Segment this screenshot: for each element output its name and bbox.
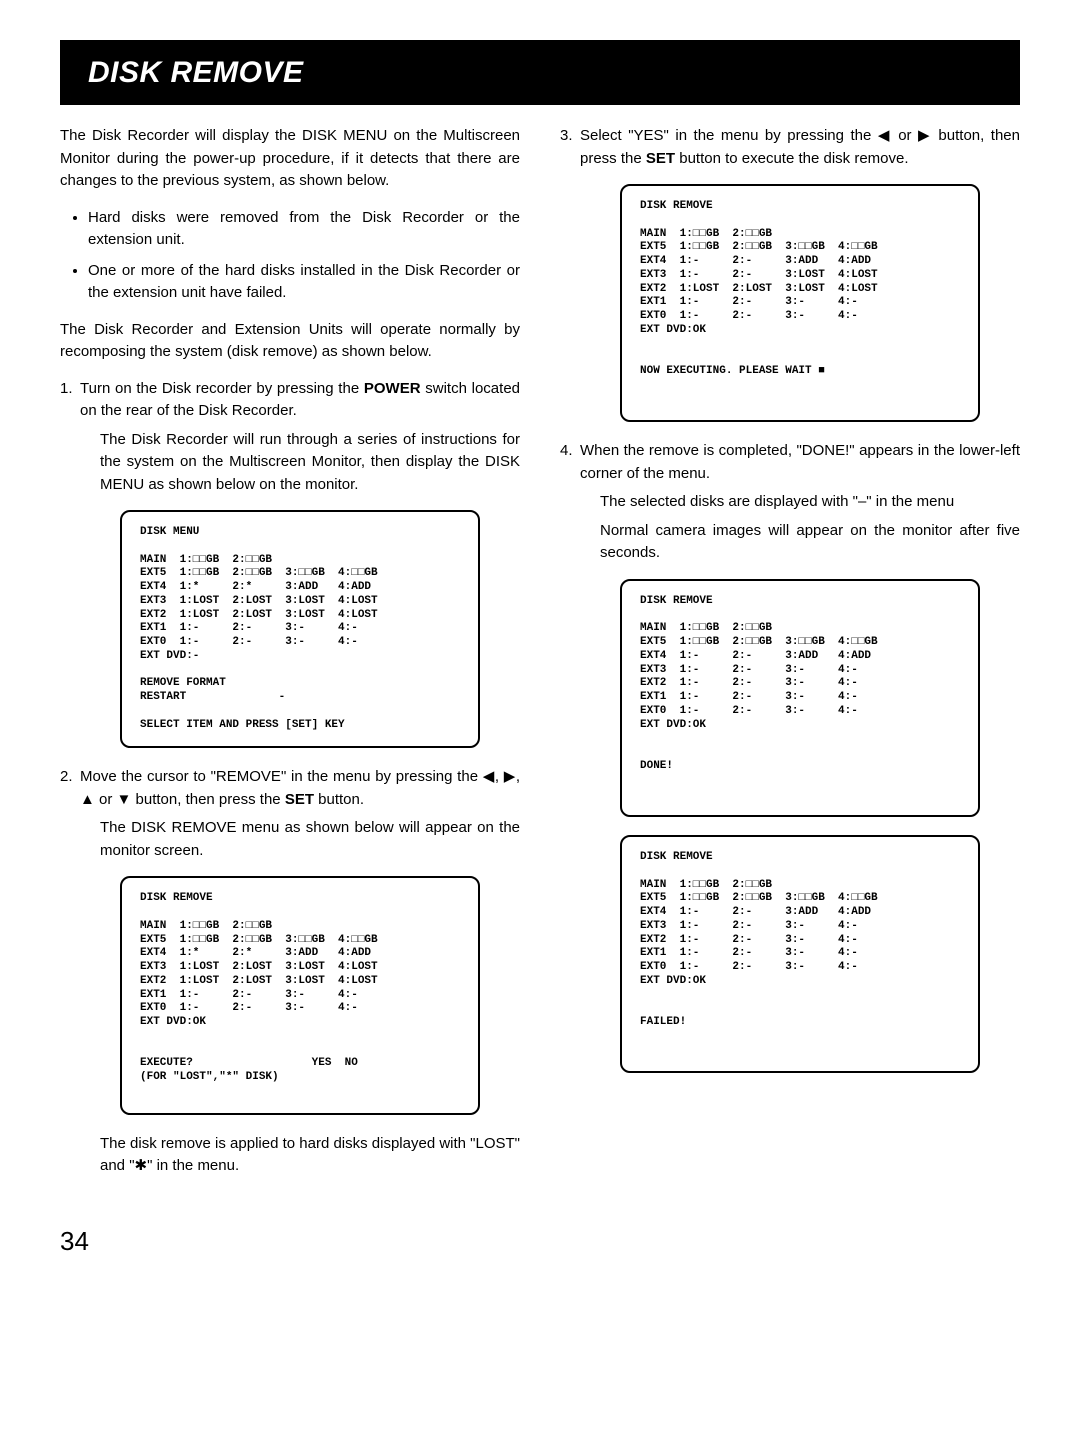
section-banner: DISK REMOVE — [60, 40, 1020, 105]
step-4: 4. When the remove is completed, "DONE!"… — [560, 440, 1020, 1073]
left-column: The Disk Recorder will display the DISK … — [60, 125, 520, 1192]
screen-failed: DISK REMOVE MAIN 1:□□GB 2:□□GB EXT5 1:□□… — [620, 835, 980, 1073]
bullet-item: Hard disks were removed from the Disk Re… — [88, 207, 520, 252]
step-subtext: The Disk Recorder will run through a ser… — [80, 429, 520, 497]
paragraph: The Disk Recorder and Extension Units wi… — [60, 319, 520, 364]
page-number: 34 — [60, 1222, 1020, 1261]
screen-now-executing: DISK REMOVE MAIN 1:□□GB 2:□□GB EXT5 1:□□… — [620, 184, 980, 422]
two-column-layout: The Disk Recorder will display the DISK … — [60, 125, 1020, 1192]
step-number: 1. — [60, 378, 73, 401]
step-text: button. — [314, 791, 364, 808]
step-number: 3. — [560, 125, 573, 148]
set-label: SET — [646, 150, 675, 167]
step-subtext: The DISK REMOVE menu as shown below will… — [80, 817, 520, 862]
steps-list: 3. Select "YES" in the menu by pressing … — [560, 125, 1020, 1073]
step-3: 3. Select "YES" in the menu by pressing … — [560, 125, 1020, 422]
banner-title: DISK REMOVE — [74, 44, 318, 101]
set-label: SET — [285, 791, 314, 808]
right-column: 3. Select "YES" in the menu by pressing … — [560, 125, 1020, 1192]
screen-disk-menu: DISK MENU MAIN 1:□□GB 2:□□GB EXT5 1:□□GB… — [120, 510, 480, 748]
step-subtext: Normal camera images will appear on the … — [580, 520, 1020, 565]
intro-paragraph: The Disk Recorder will display the DISK … — [60, 125, 520, 193]
step-text: When the remove is completed, "DONE!" ap… — [580, 442, 1020, 482]
step-2: 2. Move the cursor to "REMOVE" in the me… — [60, 766, 520, 1177]
bullet-list: Hard disks were removed from the Disk Re… — [88, 207, 520, 305]
step-subtext: The selected disks are displayed with "–… — [580, 491, 1020, 514]
screen-disk-remove-execute: DISK REMOVE MAIN 1:□□GB 2:□□GB EXT5 1:□□… — [120, 876, 480, 1114]
step-number: 2. — [60, 766, 73, 789]
step-note: The disk remove is applied to hard disks… — [80, 1133, 520, 1178]
step-text: button to execute the disk remove. — [675, 150, 908, 167]
step-number: 4. — [560, 440, 573, 463]
power-label: POWER — [364, 380, 421, 397]
steps-list: 1. Turn on the Disk recorder by pressing… — [60, 378, 520, 1178]
bullet-item: One or more of the hard disks installed … — [88, 260, 520, 305]
screen-done: DISK REMOVE MAIN 1:□□GB 2:□□GB EXT5 1:□□… — [620, 579, 980, 817]
step-1: 1. Turn on the Disk recorder by pressing… — [60, 378, 520, 749]
step-text: Turn on the Disk recorder by pressing th… — [80, 380, 364, 397]
